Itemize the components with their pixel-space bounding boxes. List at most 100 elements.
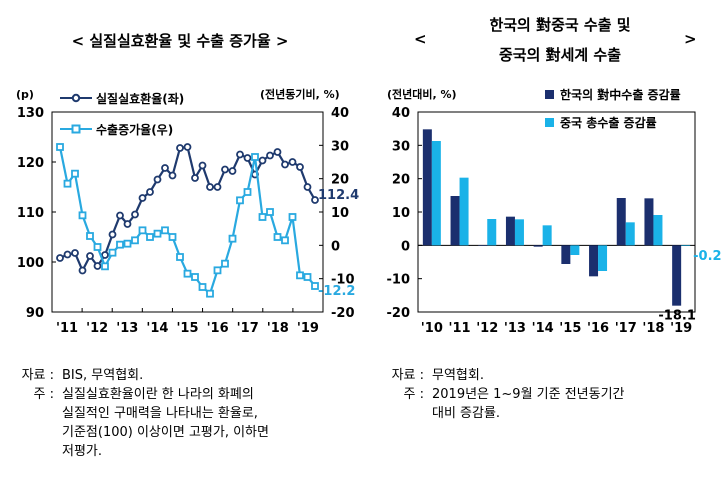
china-data-label: -0.2 [693, 249, 721, 264]
korea-bar [422, 129, 432, 246]
reer-point [101, 251, 109, 259]
export-point [153, 229, 162, 238]
note-label: 자료 : [21, 368, 54, 383]
reer-point [176, 144, 184, 152]
export-point [71, 169, 79, 178]
note-label: 주 : [403, 387, 424, 402]
left-chart: (p) (전년동기비, %) 90 100 110 120 130 -20 -10 0 10 2… [16, 87, 359, 336]
korea-bar [589, 245, 599, 277]
left-x-tick-label: '15 [176, 321, 198, 336]
china-bar [598, 245, 608, 271]
korea-bar [561, 245, 571, 264]
china-bar [570, 245, 580, 255]
right-axis-unit: (전년동기비, %) [260, 87, 340, 101]
right-y-tick-label: 40 [331, 106, 349, 121]
reer-point [116, 211, 124, 220]
export-point [86, 232, 94, 240]
left-x-tick-label: '14 [146, 321, 168, 336]
left-plot-frame [51, 111, 324, 313]
reer-point [108, 230, 117, 239]
export-point [161, 226, 169, 235]
left-y-tick-label: 120 [17, 156, 44, 171]
note-label [14, 442, 62, 461]
china-bar [681, 245, 691, 246]
export-point [258, 213, 267, 221]
export-point [281, 236, 289, 245]
reer-point [71, 249, 79, 257]
right-chart-x-axis-ticks: '10 '11 '12 '13 '14 '15 '16 '17 '18 '19 [421, 321, 692, 336]
left-legend: 실질실효환율(좌) 수출증가율(우) [60, 91, 184, 137]
series-line-reer [59, 145, 316, 274]
korea-bar [505, 216, 515, 246]
reer-point [63, 250, 72, 259]
y-tick-label: 40 [392, 106, 410, 121]
reer-point [131, 210, 139, 219]
export-point [221, 259, 229, 268]
reer-point [191, 174, 199, 182]
note-row: 저평가. [14, 442, 269, 461]
note-text: BIS, 무역협회. [62, 368, 144, 383]
left-x-axis-ticks: '11 '12 '13 '14 '15 '16 '17 '18 '19 [56, 308, 319, 336]
reer-point [161, 164, 169, 172]
note-label [14, 423, 62, 442]
left-x-tick-label: '12 [86, 321, 108, 336]
korea-bar [533, 245, 543, 247]
export-point [168, 233, 177, 241]
korea-bar [672, 245, 682, 306]
legend-label-china: 중국 총수출 증감률 [560, 115, 657, 130]
reer-point [228, 167, 237, 175]
right-chart-title-line1: 한국의 對중국 수출 및 [489, 16, 631, 34]
reer-end-label: 112.4 [318, 188, 359, 203]
export-point [251, 153, 259, 161]
legend-label-reer: 실질실효환율(좌) [96, 91, 184, 106]
right-chart-title-line2: 중국의 對세계 수출 [498, 46, 622, 64]
legend-label-export: 수출증가율(우) [96, 122, 173, 137]
right-y-tick-label: 20 [331, 173, 349, 188]
note-label [14, 404, 62, 423]
export-point [191, 273, 199, 281]
note-row: 실질적인 구매력을 나타내는 환율로, [14, 404, 269, 423]
right-y-tick-label: 30 [331, 139, 349, 154]
left-x-tick-label: '11 [56, 321, 78, 336]
reer-point [146, 188, 154, 196]
right-y-tick-label: -10 [331, 273, 355, 288]
reer-point [138, 194, 147, 202]
left-y-tick-label: 100 [17, 256, 44, 271]
reer-point [78, 266, 87, 275]
korea-bar [450, 196, 460, 246]
y-tick-label: -20 [387, 306, 411, 321]
china-bar [542, 225, 552, 246]
right-y-tick-label: -20 [331, 306, 355, 321]
y-tick-label: 0 [401, 239, 410, 254]
reer-point [296, 163, 304, 171]
x-tick-label: '15 [559, 321, 581, 336]
reer-point [183, 143, 192, 151]
export-point [176, 253, 184, 261]
reer-point [303, 183, 312, 191]
left-x-tick-label: '18 [267, 321, 289, 336]
reer-point [243, 154, 252, 162]
left-x-tick-label: '17 [237, 321, 259, 336]
right-source-notes: 자료 : 무역협회. 주 : 2019년은 1~9월 기준 전년동기간 대비 증감률. [384, 366, 625, 423]
reer-point [198, 161, 207, 170]
left-y-tick-label: 90 [26, 306, 44, 321]
note-row: 자료 : BIS, 무역협회. [14, 366, 269, 385]
x-tick-label: '18 [642, 321, 664, 336]
export-point [56, 143, 64, 151]
china-bar [514, 219, 524, 246]
reer-point [236, 150, 244, 159]
export-point [123, 239, 132, 248]
export-point [138, 226, 147, 235]
left-y-tick-label: 110 [17, 206, 44, 221]
note-row: 자료 : 무역협회. [384, 366, 625, 385]
note-text: 저평가. [62, 444, 103, 459]
left-series: 112.4 -12.2 [56, 143, 359, 299]
export-point [108, 248, 117, 257]
y-tick-label: -10 [387, 273, 411, 288]
reer-point [258, 156, 267, 165]
left-y-tick-label: 130 [17, 106, 44, 121]
export-point [206, 289, 214, 298]
china-bar [653, 215, 663, 246]
y-tick-label: 20 [392, 173, 410, 188]
